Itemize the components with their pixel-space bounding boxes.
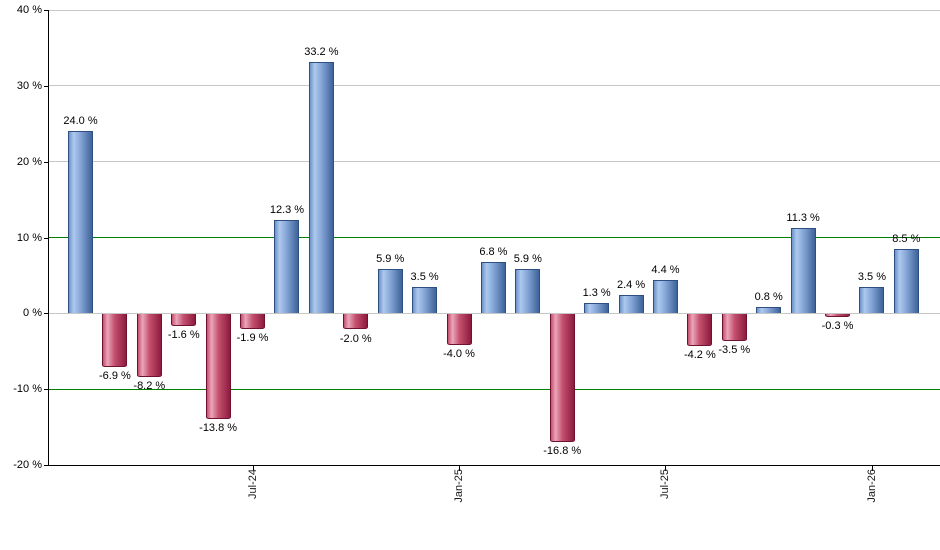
y-axis-tick bbox=[44, 313, 48, 315]
x-axis-line bbox=[48, 465, 940, 466]
bar bbox=[205, 314, 231, 419]
bar-value-label: 3.5 % bbox=[857, 270, 886, 283]
bar-value-label: -1.9 % bbox=[236, 331, 269, 344]
bar bbox=[893, 248, 919, 314]
bar bbox=[618, 295, 644, 314]
bar-value-label: 8.5 % bbox=[892, 232, 921, 245]
y-axis-label: 20 % bbox=[16, 155, 42, 168]
bar bbox=[721, 314, 747, 341]
bar bbox=[343, 314, 369, 330]
y-axis-tick bbox=[44, 237, 48, 239]
x-axis-label: Jul-24 bbox=[246, 469, 259, 499]
bar bbox=[68, 131, 93, 314]
bar-value-label: 4.4 % bbox=[651, 263, 680, 276]
y-axis-label: 40 % bbox=[16, 4, 42, 16]
bar-value-label: -8.2 % bbox=[133, 379, 166, 392]
y-axis-tick bbox=[44, 10, 48, 11]
bar bbox=[652, 279, 678, 314]
gridline bbox=[48, 9, 940, 11]
bar-value-label: -1.6 % bbox=[167, 329, 200, 342]
bar bbox=[412, 286, 438, 314]
y-axis-line bbox=[48, 10, 49, 466]
bar bbox=[240, 314, 266, 329]
bar-value-label: 12.3 % bbox=[269, 204, 305, 217]
bar bbox=[515, 268, 541, 314]
y-axis-label: 10 % bbox=[16, 231, 42, 244]
bar bbox=[136, 314, 162, 377]
bar-value-label: -4.0 % bbox=[443, 347, 475, 360]
y-axis-tick bbox=[44, 85, 48, 87]
bar bbox=[825, 314, 851, 317]
x-axis-label: Jan-26 bbox=[865, 469, 878, 503]
x-axis-label: Jul-25 bbox=[659, 469, 672, 499]
x-axis-label: Jan-25 bbox=[453, 469, 465, 503]
bar bbox=[756, 307, 782, 314]
bar bbox=[274, 220, 300, 314]
bar-value-label: -2.0 % bbox=[339, 332, 372, 345]
gridline bbox=[48, 312, 940, 314]
y-axis-label: 30 % bbox=[16, 79, 42, 92]
bar bbox=[584, 303, 610, 314]
bar-value-label: 6.8 % bbox=[479, 245, 508, 258]
gridline bbox=[48, 85, 940, 87]
highlight-gridline bbox=[48, 388, 940, 390]
x-axis-tick bbox=[459, 466, 460, 471]
bar bbox=[446, 314, 472, 345]
bar-value-label: 3.5 % bbox=[410, 270, 439, 283]
gridline bbox=[48, 161, 940, 163]
y-axis-tick bbox=[44, 465, 48, 466]
x-axis-tick bbox=[665, 466, 667, 471]
bar-value-label: -4.2 % bbox=[683, 349, 716, 362]
y-axis-label: 0 % bbox=[23, 307, 42, 320]
bar-value-label: -13.8 % bbox=[199, 421, 238, 434]
bar-value-label: -6.9 % bbox=[99, 369, 131, 382]
x-axis-tick bbox=[871, 466, 873, 471]
bar-value-label: 33.2 % bbox=[304, 45, 339, 58]
x-axis-tick bbox=[252, 466, 254, 471]
highlight-gridline bbox=[48, 237, 940, 238]
bar-value-label: 1.3 % bbox=[582, 287, 611, 300]
bar-value-label: -16.8 % bbox=[543, 444, 582, 457]
bar-value-label: 24.0 % bbox=[63, 115, 98, 128]
bar-value-label: 2.4 % bbox=[616, 279, 646, 292]
bar bbox=[480, 261, 506, 314]
bar-value-label: 5.9 % bbox=[513, 252, 542, 265]
bar-value-label: 5.9 % bbox=[376, 252, 405, 265]
y-axis-label: -20 % bbox=[13, 459, 42, 471]
bar-value-label: 11.3 % bbox=[786, 211, 820, 224]
bar bbox=[790, 227, 816, 314]
bar bbox=[549, 314, 575, 442]
bar-value-label: -3.5 % bbox=[718, 343, 751, 356]
bar bbox=[308, 61, 334, 314]
y-axis-tick bbox=[44, 161, 48, 163]
bar bbox=[102, 314, 128, 367]
y-axis-tick bbox=[44, 389, 48, 391]
bar-value-label: -0.3 % bbox=[821, 319, 854, 332]
y-axis-label: -10 % bbox=[13, 383, 42, 396]
bar-value-label: 0.8 % bbox=[754, 291, 783, 304]
bar bbox=[377, 268, 403, 314]
bar bbox=[687, 314, 713, 347]
bar bbox=[171, 314, 197, 327]
bar bbox=[859, 286, 885, 314]
